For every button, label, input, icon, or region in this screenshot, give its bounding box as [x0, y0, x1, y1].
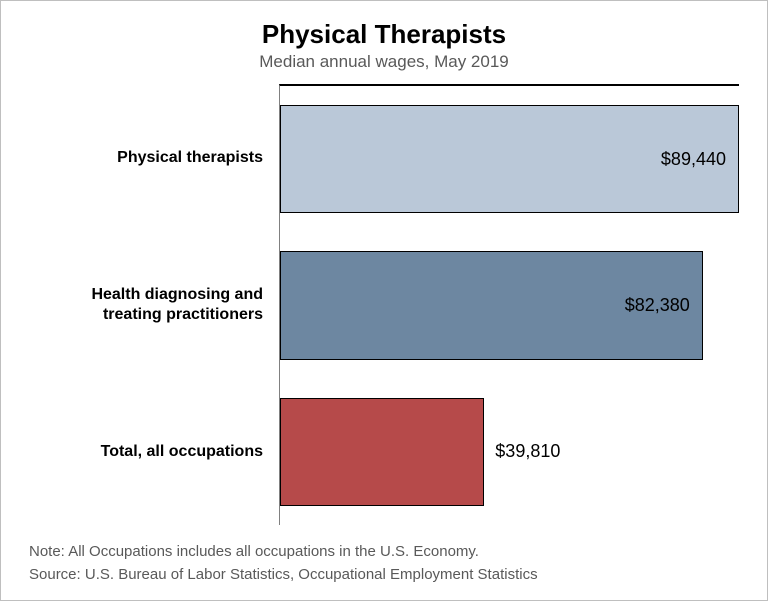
bars-column: $89,440 $82,380 $39,810 — [279, 84, 739, 525]
bar-row: $39,810 — [280, 379, 739, 525]
chart-frame: Physical Therapists Median annual wages,… — [0, 0, 768, 601]
category-label: Health diagnosing and treating practitio… — [29, 285, 279, 325]
category-row: Physical therapists — [29, 84, 279, 231]
bar-value-label: $39,810 — [495, 441, 560, 462]
footnotes: Note: All Occupations includes all occup… — [29, 537, 739, 586]
bar-row: $82,380 — [280, 232, 739, 378]
chart-subtitle: Median annual wages, May 2019 — [29, 52, 739, 72]
bar-value-label: $89,440 — [661, 149, 726, 170]
bar: $39,810 — [280, 398, 484, 506]
source-text: Source: U.S. Bureau of Labor Statistics,… — [29, 564, 739, 587]
bar: $89,440 — [280, 105, 739, 213]
category-row: Health diagnosing and treating practitio… — [29, 231, 279, 378]
note-text: Note: All Occupations includes all occup… — [29, 541, 739, 564]
plot-area: Physical therapists Health diagnosing an… — [29, 84, 739, 525]
category-row: Total, all occupations — [29, 378, 279, 525]
chart-title: Physical Therapists — [29, 19, 739, 50]
category-labels-column: Physical therapists Health diagnosing an… — [29, 84, 279, 525]
bar-row: $89,440 — [280, 86, 739, 232]
category-label: Physical therapists — [29, 148, 279, 168]
bar-value-label: $82,380 — [625, 295, 690, 316]
category-label: Total, all occupations — [29, 442, 279, 462]
bar: $82,380 — [280, 251, 703, 359]
